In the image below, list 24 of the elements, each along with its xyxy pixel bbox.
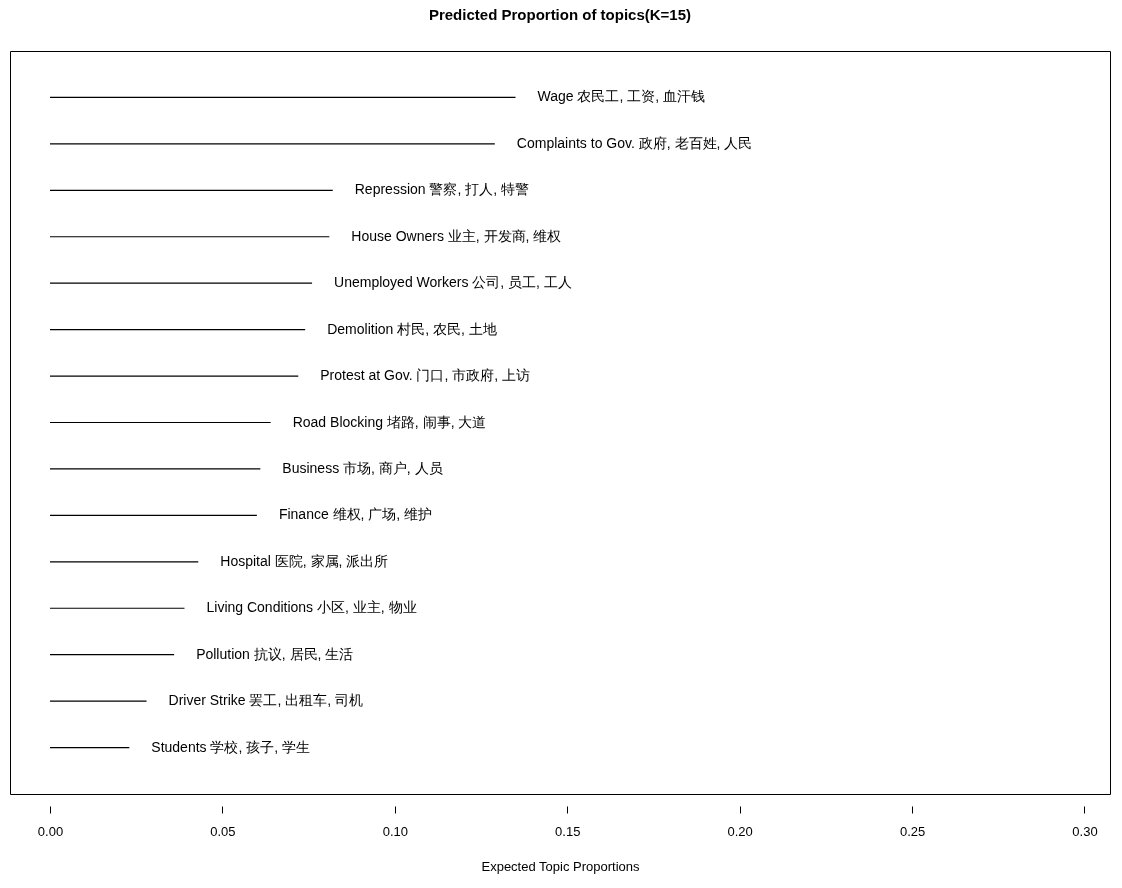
y-tick-label: Wage 农民工, 工资, 血汗钱 [537,88,706,105]
y-tick-label: Demolition 村民, 农民, 土地 [327,320,497,337]
x-tick-label: 0.00 [37,823,64,839]
y-tick-label: Business 市场, 商户, 人员 [282,459,443,476]
y-tick-label: Finance 维权, 广场, 维护 [278,506,433,523]
y-tick-label: Hospital 医院, 家属, 派出所 [220,552,389,569]
y-tick-label: Protest at Gov. 门口, 市政府, 上访 [320,367,531,384]
y-tick-label: Driver Strike 罢工, 出租车, 司机 [168,692,364,709]
y-tick-label: Living Conditions 小区, 业主, 物业 [206,599,417,616]
x-tick-label: 0.25 [899,823,926,839]
x-tick-label: 0.10 [382,823,408,839]
x-tick-label: 0.15 [555,823,581,839]
y-tick-label: Complaints to Gov. 政府, 老百姓, 人民 [516,134,753,151]
x-tick-label: 0.20 [727,823,753,839]
chart-title: Predicted Proportion of topics(K=15) [428,6,692,23]
y-tick-label: Pollution 抗议, 居民, 生活 [196,645,354,662]
y-tick-label: Repression 警察, 打人, 特警 [354,181,530,198]
y-tick-label: Students 学校, 孩子, 学生 [151,738,311,755]
y-tick-label: House Owners 业主, 开发商, 维权 [351,227,562,244]
x-axis-title: Expected Topic Proportions [481,858,640,874]
y-tick-label: Unemployed Workers 公司, 员工, 工人 [334,274,572,291]
y-tick-label: Road Blocking 堵路, 闹事, 大道 [292,413,487,430]
x-tick-label: 0.05 [210,823,236,839]
x-tick-label: 0.30 [1072,823,1098,839]
